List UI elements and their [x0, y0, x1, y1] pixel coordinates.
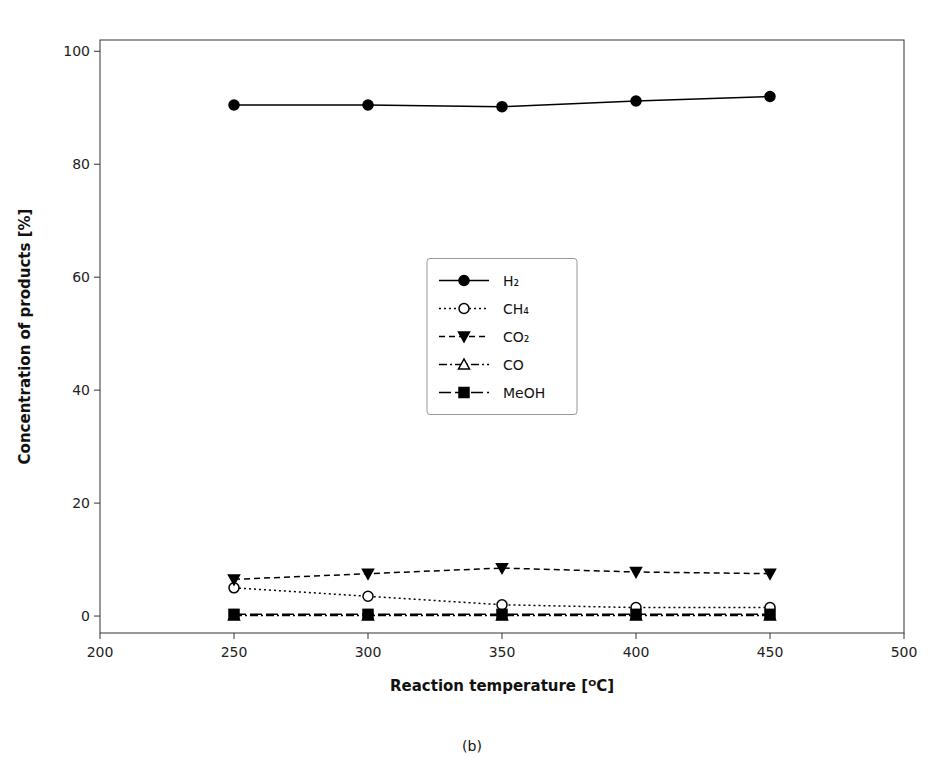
x-tick — [234, 633, 235, 639]
legend-label: CH₄ — [503, 301, 529, 317]
y-tick-label: 40 — [72, 382, 90, 398]
point — [497, 609, 507, 619]
point — [229, 100, 239, 110]
legend-marker — [459, 276, 469, 286]
legend-box — [427, 259, 577, 415]
x-tick-label: 400 — [623, 644, 650, 660]
point — [631, 610, 642, 620]
point — [497, 600, 507, 610]
point — [631, 609, 641, 619]
point — [363, 100, 373, 110]
y-tick — [94, 390, 100, 391]
chart: 200 250 300 350 400 450 500 0 20 40 60 80 100 Reactio… — [0, 0, 944, 773]
point — [765, 91, 775, 101]
point — [363, 569, 374, 579]
point — [363, 610, 374, 620]
point — [765, 569, 776, 579]
point — [765, 610, 776, 620]
legend-label: MeOH — [503, 385, 545, 401]
x-axis-label: Reaction temperature [ᴼC] — [390, 677, 614, 695]
x-tick-label: 200 — [87, 644, 114, 660]
legend-marker — [459, 388, 469, 398]
legend-label: CO₂ — [503, 329, 529, 345]
x-tick-label: 450 — [757, 644, 784, 660]
x-tick-label: 350 — [489, 644, 516, 660]
x-tick — [368, 633, 369, 639]
legend-label: CO — [503, 357, 524, 373]
y-tick-label: 100 — [63, 43, 90, 59]
x-tick-label: 500 — [891, 644, 918, 660]
legend-marker — [459, 304, 469, 314]
point — [497, 102, 507, 112]
point — [631, 568, 642, 578]
legend-marker — [459, 359, 470, 369]
y-tick-label: 20 — [72, 495, 90, 511]
y-tick — [94, 616, 100, 617]
point — [631, 96, 641, 106]
point — [229, 610, 240, 620]
x-tick-label: 250 — [221, 644, 248, 660]
y-tick — [94, 164, 100, 165]
point — [765, 609, 775, 619]
point — [363, 609, 373, 619]
plot-frame — [100, 40, 904, 633]
y-tick-label: 80 — [72, 156, 90, 172]
y-axis-label: Concentration of products [%] — [16, 209, 34, 465]
y-tick-label: 60 — [72, 269, 90, 285]
x-tick — [502, 633, 503, 639]
point — [497, 564, 508, 574]
legend: H₂ CH₄ CO₂ CO MeOH — [427, 259, 577, 415]
point — [497, 610, 508, 620]
plot-area — [229, 91, 776, 619]
y-tick — [94, 503, 100, 504]
y-tick — [94, 51, 100, 52]
x-tick-label: 300 — [355, 644, 382, 660]
y-tick-label: 0 — [81, 608, 90, 624]
y-tick — [94, 277, 100, 278]
x-tick — [770, 633, 771, 639]
legend-label: H₂ — [503, 273, 519, 289]
x-tick — [636, 633, 637, 639]
x-tick — [100, 633, 101, 639]
point — [229, 575, 240, 585]
x-tick — [904, 633, 905, 639]
legend-marker — [459, 332, 470, 342]
point — [229, 609, 239, 619]
caption: (b) — [462, 738, 482, 754]
point — [363, 591, 373, 601]
